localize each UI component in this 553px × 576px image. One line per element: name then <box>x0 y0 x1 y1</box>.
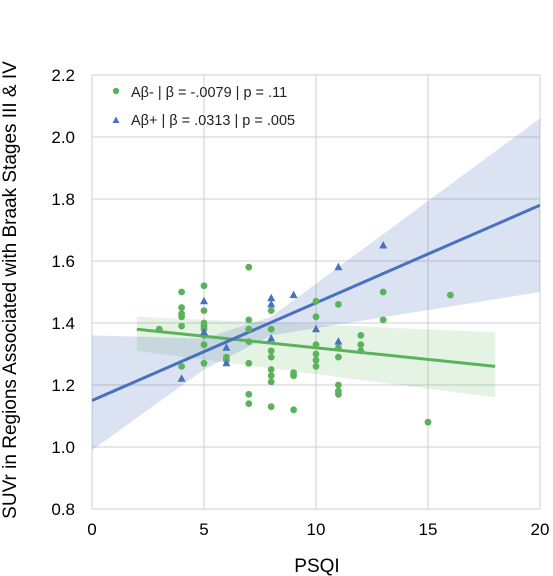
data-point-abeta-pos <box>289 290 298 299</box>
grid <box>91 74 541 510</box>
data-point-abeta-neg <box>267 353 275 361</box>
data-point-abeta-neg <box>245 359 253 367</box>
data-point-abeta-pos <box>267 334 276 342</box>
data-point-abeta-neg <box>200 282 208 290</box>
legend-marker-abeta-pos <box>112 116 120 123</box>
data-point-abeta-neg <box>245 325 253 333</box>
data-point-abeta-neg <box>379 288 387 296</box>
data-point-abeta-pos <box>222 343 231 351</box>
data-point-abeta-neg <box>290 372 297 380</box>
data-point-abeta-pos <box>267 293 276 302</box>
data-point-abeta-pos <box>334 262 343 271</box>
data-point-abeta-pos <box>312 324 320 333</box>
data-point-abeta-neg <box>155 325 163 333</box>
legend-label-abeta-neg: Aβ- | β = -.0079 | p = .11 <box>131 85 287 101</box>
legend-marker-abeta-neg <box>112 87 120 95</box>
data-point-abeta-neg <box>290 406 297 414</box>
x-tick-label: 10 <box>307 520 326 539</box>
data-point-abeta-neg <box>178 304 186 311</box>
data-point-abeta-neg <box>312 363 320 370</box>
data-point-abeta-neg <box>335 381 342 389</box>
x-tick-label: 5 <box>199 520 208 539</box>
data-point-abeta-neg <box>312 313 320 321</box>
data-point-abeta-neg <box>335 390 342 398</box>
data-point-abeta-neg <box>312 341 320 349</box>
y-tick-label: 1.4 <box>51 314 75 333</box>
data-point-abeta-neg <box>178 363 186 370</box>
data-point-abeta-pos <box>200 327 208 336</box>
y-tick-label: 1.6 <box>51 252 75 271</box>
data-point-abeta-neg <box>312 297 320 305</box>
x-tick-label: 15 <box>419 520 438 539</box>
data-point-abeta-neg <box>267 403 275 411</box>
confidence-band-abeta-pos <box>92 118 540 451</box>
data-point-abeta-neg <box>245 390 253 398</box>
x-tick-label: 20 <box>531 520 550 539</box>
data-point-abeta-neg <box>335 301 342 308</box>
y-axis-label: SUVr in Regions Associated with Braak St… <box>0 61 21 519</box>
data-point-abeta-neg <box>245 338 253 345</box>
y-tick-label: 1.2 <box>51 376 75 395</box>
data-point-abeta-neg <box>245 400 253 407</box>
data-point-abeta-neg <box>178 313 186 321</box>
data-point-abeta-neg <box>178 288 186 296</box>
data-point-abeta-neg <box>245 316 253 324</box>
data-point-abeta-pos <box>222 358 231 367</box>
data-point-abeta-neg <box>245 263 253 271</box>
x-tick-label: 0 <box>87 520 96 539</box>
data-point-abeta-neg <box>200 359 208 367</box>
data-point-abeta-neg <box>447 291 454 299</box>
data-point-abeta-neg <box>357 332 365 339</box>
legend-label-abeta-pos: Aβ+ | β = .0313 | p = .005 <box>131 113 295 129</box>
y-tick-label: 1.0 <box>51 438 75 457</box>
data-point-abeta-neg <box>335 344 342 352</box>
data-point-abeta-neg <box>312 356 320 364</box>
y-tick-label: 2.2 <box>51 66 75 85</box>
data-point-abeta-neg <box>424 418 432 426</box>
data-point-abeta-neg <box>335 353 342 361</box>
data-point-abeta-neg <box>200 307 208 314</box>
data-point-abeta-pos <box>267 299 276 308</box>
data-point-abeta-neg <box>379 316 387 324</box>
data-point-abeta-neg <box>267 378 275 386</box>
y-tick-label: 0.8 <box>51 500 75 519</box>
legend: Aβ- | β = -.0079 | p = .11 Aβ+ | β = .03… <box>112 85 295 129</box>
data-point-abeta-pos <box>379 241 388 249</box>
data-points <box>155 241 454 426</box>
data-point-abeta-neg <box>267 372 275 380</box>
data-point-abeta-pos <box>200 296 208 305</box>
data-point-abeta-neg <box>312 350 320 358</box>
data-point-abeta-neg <box>267 366 275 373</box>
data-point-abeta-pos <box>334 337 343 345</box>
y-tick-label: 2.0 <box>51 128 75 147</box>
tick-labels: 0 5 10 15 20 0.8 1.0 1.2 1.4 1.6 1.8 2.0 2.2 <box>51 66 549 539</box>
data-point-abeta-neg <box>200 341 208 349</box>
data-point-abeta-neg <box>178 322 186 330</box>
data-point-abeta-neg <box>357 341 365 349</box>
x-axis-label: PSQI <box>294 556 339 576</box>
data-point-abeta-neg <box>357 347 365 355</box>
data-point-abeta-neg <box>267 307 275 314</box>
data-point-abeta-neg <box>267 347 275 355</box>
y-tick-label: 1.8 <box>51 190 75 209</box>
data-point-abeta-neg <box>267 325 275 333</box>
data-point-abeta-pos <box>177 374 186 382</box>
